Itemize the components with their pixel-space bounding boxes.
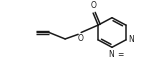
Text: N: N: [128, 35, 134, 44]
Text: =: =: [117, 50, 123, 59]
Text: N: N: [108, 50, 114, 59]
Text: O: O: [77, 34, 83, 43]
Text: O: O: [90, 1, 96, 10]
